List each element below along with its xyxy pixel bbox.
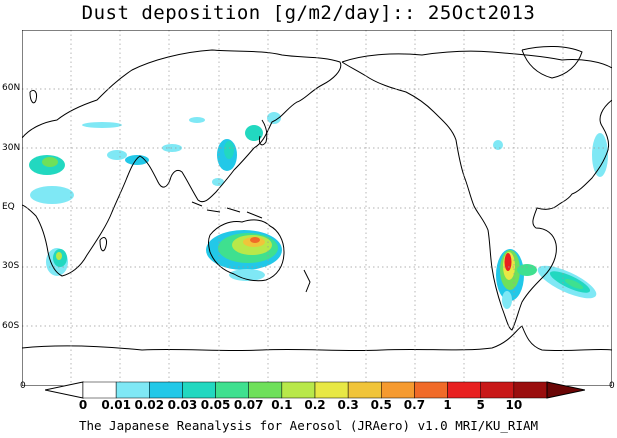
colorbar-swatch xyxy=(149,381,183,399)
colorbar-swatch xyxy=(414,381,448,399)
coast-antarctica xyxy=(22,325,612,352)
colorbar-label: 0.2 xyxy=(304,398,326,412)
coast-australia xyxy=(208,219,285,282)
colorbar-label: 0.03 xyxy=(167,398,198,412)
colorbar-low-arrow xyxy=(45,381,84,399)
colorbar-label: 10 xyxy=(505,398,523,412)
colorbar-swatch xyxy=(215,381,249,399)
map-title: Dust deposition [g/m2/day]:: 25Oct2013 xyxy=(81,2,536,24)
colorbar-swatch xyxy=(447,381,481,399)
colorbar-swatch xyxy=(248,381,283,399)
colorbar-label: 0.05 xyxy=(200,398,231,412)
graticule xyxy=(22,30,612,386)
footer-credit: The Japanese Reanalysis for Aerosol (JRA… xyxy=(78,418,539,433)
lat-label: EQ xyxy=(2,202,15,212)
dust-southern-africa xyxy=(46,248,68,276)
lat-label: 30N xyxy=(2,142,21,153)
colorbar xyxy=(45,381,585,399)
right-edge-label: 0 xyxy=(609,381,615,391)
lat-label: 60N xyxy=(2,83,21,94)
colorbar-high-arrow xyxy=(546,381,585,399)
coast-greenland xyxy=(521,46,583,79)
coast-new-zealand xyxy=(303,269,311,293)
left-edge-label: 0 xyxy=(20,381,26,391)
colorbar-swatch xyxy=(281,381,316,399)
colorbar-label: 0.01 xyxy=(101,398,131,412)
dust-east-us xyxy=(592,133,608,177)
colorbar-label: 0.07 xyxy=(233,398,264,412)
lat-label: 60S xyxy=(2,320,20,331)
coast-americas xyxy=(341,50,612,331)
colorbar-label: 1 xyxy=(443,398,452,412)
colorbar-swatch xyxy=(347,381,382,399)
coastlines xyxy=(22,46,612,352)
colorbar-swatch xyxy=(381,381,415,399)
colorbar-label: 0.5 xyxy=(370,398,392,412)
dust-sahara xyxy=(29,117,205,204)
dust-west-us xyxy=(493,140,503,150)
coast-madagascar xyxy=(99,237,107,252)
colorbar-label: 0.02 xyxy=(134,398,165,412)
dust-shading xyxy=(29,112,608,309)
coast-japan xyxy=(259,119,268,146)
colorbar-swatch xyxy=(513,381,548,399)
colorbar-swatch xyxy=(115,381,150,399)
lat-label: 30S xyxy=(2,261,20,272)
colorbar-label: 0.3 xyxy=(337,398,359,412)
world-map xyxy=(22,30,612,386)
colorbar-label: 0.7 xyxy=(403,398,426,412)
colorbar-swatch xyxy=(182,381,216,399)
colorbar-swatch xyxy=(480,381,515,399)
colorbar-swatch xyxy=(82,381,117,399)
colorbar-swatch xyxy=(314,381,349,399)
coast-indonesia xyxy=(191,201,263,219)
dust-australia xyxy=(206,230,282,281)
dust-south-atlantic xyxy=(537,265,597,299)
colorbar-label: 5 xyxy=(476,398,485,412)
coast-africa-eurasia xyxy=(22,49,342,277)
dust-east-asia xyxy=(212,112,281,186)
coast-uk xyxy=(29,89,37,104)
colorbar-label: 0.1 xyxy=(271,398,293,412)
colorbar-label: 0 xyxy=(78,398,88,412)
